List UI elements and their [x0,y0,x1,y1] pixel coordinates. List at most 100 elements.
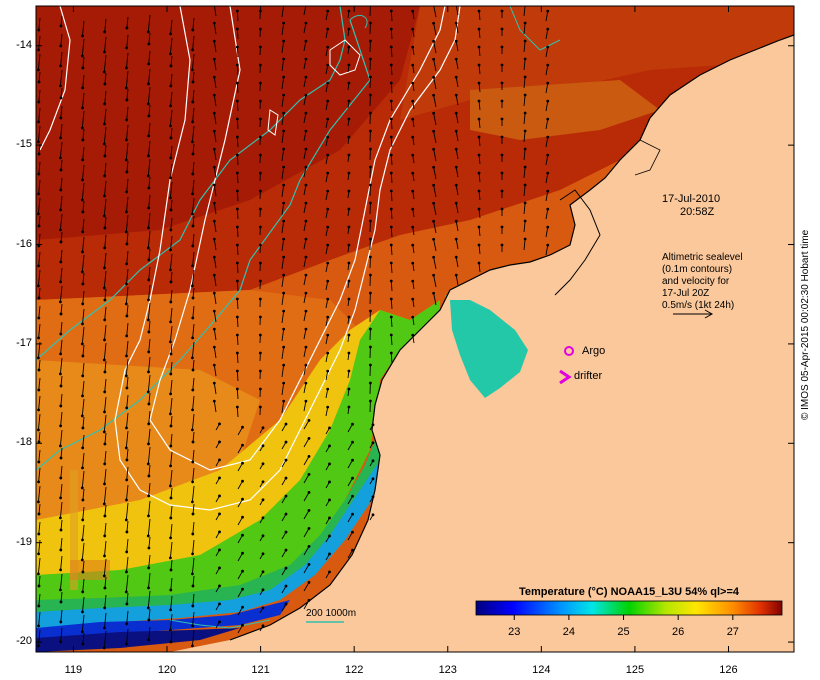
velocity-arrow-head [282,39,286,43]
velocity-arrow [433,95,437,108]
velocity-arrow-head [147,586,150,590]
velocity-arrow-head [284,530,288,534]
velocity-arrow [104,522,107,536]
velocity-arrow [281,293,285,306]
velocity-arrow [82,488,85,500]
velocity-arrow-head [37,100,41,104]
velocity-arrow-head [169,280,173,284]
velocity-arrow [347,423,353,433]
velocity-arrow [38,287,41,298]
velocity-arrow [170,433,173,446]
velocity-arrow [281,23,285,36]
velocity-arrow-head [326,171,330,175]
velocity-arrow [59,141,63,158]
velocity-arrow-head [59,384,63,388]
velocity-arrow-head [146,246,150,250]
velocity-arrow [390,352,393,364]
velocity-arrow [104,432,107,444]
velocity-arrow [237,444,243,454]
velocity-arrow-head [191,316,195,320]
velocity-arrow-head [368,237,372,241]
velocity-arrow-head [282,309,286,313]
velocity-arrow [303,365,307,376]
velocity-arrow [38,71,41,82]
velocity-arrow [523,221,526,233]
velocity-arrow-head [191,212,194,216]
velocity-arrow-head [81,426,85,430]
velocity-arrow [303,167,307,178]
velocity-arrow-head [241,533,244,537]
velocity-arrow-head [326,27,330,31]
velocity-arrow-head [212,147,216,151]
velocity-arrow-head [326,189,330,193]
velocity-arrow [104,252,107,268]
velocity-arrow-head [59,600,63,604]
velocity-arrow-head [432,75,436,79]
velocity-arrow-head [218,602,221,606]
velocity-arrow-head [523,57,527,61]
velocity-arrow [281,329,285,342]
velocity-arrow [347,459,353,469]
velocity-arrow [213,329,217,341]
altimetry-line3: and velocity for [662,276,730,287]
velocity-arrow [213,347,217,359]
velocity-arrow [148,122,151,136]
velocity-arrow [523,41,526,53]
velocity-arrow [60,339,63,354]
velocity-arrow [148,68,151,84]
velocity-arrow-head [258,279,262,283]
velocity-arrow-head [80,270,84,274]
velocity-arrow [213,59,217,71]
velocity-arrow-head [389,333,393,337]
velocity-arrow [192,377,195,390]
velocity-arrow-head [125,282,128,286]
velocity-arrow-head [59,528,63,532]
velocity-arrow [37,269,41,286]
velocity-arrow-head [103,122,106,126]
velocity-arrow-head [389,63,393,67]
velocity-arrow-head [347,387,351,391]
velocity-arrow [60,393,63,406]
velocity-arrow [125,430,129,448]
x-tick-label: 125 [625,664,645,676]
velocity-arrow [126,160,129,172]
velocity-arrow-head [81,590,85,594]
velocity-arrow-head [191,152,195,156]
velocity-arrow-head [368,381,372,385]
velocity-arrow [148,284,151,300]
velocity-arrow [325,83,329,93]
velocity-arrow [325,119,329,129]
velocity-arrow-head [59,156,62,160]
velocity-arrow-head [241,515,244,519]
velocity-arrow-head [80,486,84,490]
velocity-arrow [191,197,195,214]
velocity-arrow-head [241,479,244,483]
velocity-arrow-head [59,548,63,552]
velocity-arrow-head [235,99,239,103]
velocity-arrow-head [282,21,286,25]
velocity-arrow-head [212,399,216,403]
velocity-arrow-head [347,225,351,229]
velocity-arrow [433,185,437,198]
velocity-arrow [38,35,41,50]
velocity-arrow [545,65,549,76]
velocity-arrow-head [326,243,330,247]
velocity-arrow-head [218,548,221,552]
velocity-arrow-head [454,255,458,259]
velocity-arrow-head [81,570,85,574]
velocity-arrow-head [147,442,150,446]
velocity-arrow-head [37,192,41,196]
velocity-arrow [170,523,173,538]
velocity-arrow [125,286,129,304]
velocity-arrow-head [411,153,415,157]
velocity-arrow-head [125,242,129,246]
velocity-arrow-head [125,386,129,390]
velocity-arrow-head [304,111,308,115]
velocity-arrow [433,293,437,306]
velocity-arrow [192,431,195,442]
velocity-arrow-head [326,63,330,67]
velocity-arrow [103,342,107,360]
velocity-arrow [433,23,437,36]
velocity-arrow [455,131,459,142]
velocity-arrow [347,513,353,523]
